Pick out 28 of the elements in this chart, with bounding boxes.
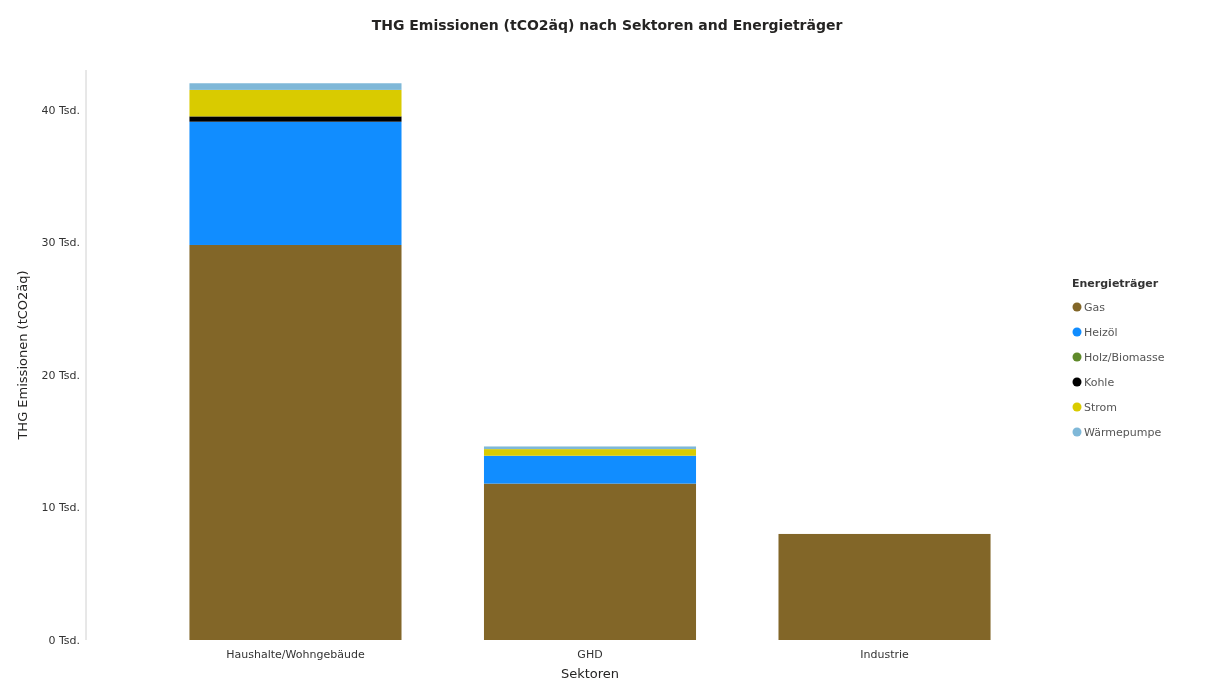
legend-title: Energieträger bbox=[1072, 277, 1159, 290]
bar bbox=[189, 89, 402, 117]
bar bbox=[483, 446, 697, 450]
bar bbox=[483, 455, 697, 484]
legend-label: Heizöl bbox=[1084, 325, 1118, 339]
legend-label: Kohle bbox=[1084, 375, 1115, 389]
bar bbox=[189, 121, 402, 245]
legend-label: Gas bbox=[1084, 300, 1106, 314]
legend-label: Strom bbox=[1084, 400, 1118, 414]
bar bbox=[483, 449, 697, 456]
x-tick-label: Haushalte/Wohngebäude bbox=[226, 648, 365, 661]
y-tick-label: 30 Tsd. bbox=[41, 236, 80, 250]
bar bbox=[189, 83, 402, 90]
y-tick-label: 20 Tsd. bbox=[41, 368, 80, 382]
legend-label: Wärmepumpe bbox=[1084, 425, 1162, 439]
bar bbox=[483, 483, 697, 640]
y-tick-label: 40 Tsd. bbox=[41, 103, 80, 117]
y-tick-label: 10 Tsd. bbox=[41, 501, 80, 515]
bar bbox=[189, 244, 402, 640]
y-tick-label: 0 Tsd. bbox=[48, 633, 80, 647]
x-axis-title: Sektoren bbox=[560, 666, 620, 681]
x-tick-label: GHD bbox=[577, 648, 603, 661]
x-tick-label: Industrie bbox=[860, 648, 910, 661]
chart-title: THG Emissionen (tCO2äq) nach Sektoren and Energieträger bbox=[371, 17, 843, 33]
legend-label: Holz/Biomasse bbox=[1084, 350, 1165, 364]
y-axis-title: THG Emissionen (tCO2äq) bbox=[15, 270, 30, 441]
bar bbox=[778, 533, 991, 640]
bar bbox=[189, 116, 402, 122]
